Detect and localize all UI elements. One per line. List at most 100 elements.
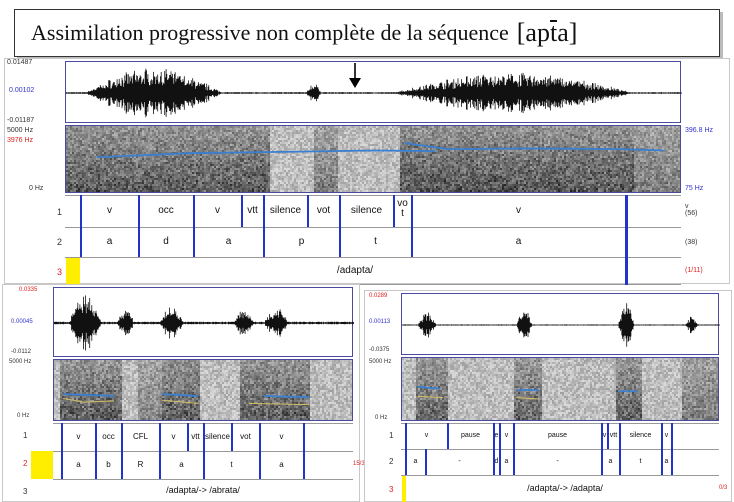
tier-interval-label[interactable]: pause: [514, 423, 601, 449]
tier-boundary[interactable]: [61, 451, 63, 479]
tier-interval-label[interactable]: -: [514, 449, 601, 475]
praat-left-editor[interactable]: 0.0335 0.00045 -0.0112 5000 Hz 0 Hz 1 2 …: [2, 284, 365, 502]
tier-interval-label[interactable]: a: [500, 449, 513, 475]
tier-boundary[interactable]: [231, 423, 233, 451]
tier-boundary[interactable]: [303, 423, 305, 451]
left-tier-3-label[interactable]: /adapta/-> /abrata/: [123, 485, 283, 495]
main-tier-1[interactable]: [65, 195, 681, 227]
tier-boundary[interactable]: [187, 423, 189, 451]
tier-boundary[interactable]: [493, 423, 495, 449]
tier-interval-label[interactable]: silence: [340, 195, 393, 227]
tier-boundary[interactable]: [303, 451, 305, 479]
tier-interval-label[interactable]: CFL: [122, 423, 159, 451]
tier-boundary[interactable]: [671, 423, 673, 449]
tier-boundary[interactable]: [425, 449, 427, 475]
tier-interval-label[interactable]: p: [264, 227, 339, 257]
main-spectrogram-panel[interactable]: [65, 125, 681, 193]
main-tier-3[interactable]: [65, 257, 681, 285]
main-tier-3-boundary[interactable]: [625, 195, 628, 285]
tier-interval-label[interactable]: pause: [448, 423, 493, 449]
tier-interval-label[interactable]: a: [602, 449, 619, 475]
tier-boundary[interactable]: [263, 227, 265, 257]
tier-boundary[interactable]: [121, 451, 123, 479]
tier-boundary[interactable]: [259, 451, 261, 479]
tier-boundary[interactable]: [80, 195, 82, 227]
tier-boundary[interactable]: [61, 423, 63, 451]
tier-boundary[interactable]: [138, 227, 140, 257]
tier-boundary[interactable]: [259, 423, 261, 451]
tier-interval-label[interactable]: silence: [264, 195, 307, 227]
tier-interval-label[interactable]: -: [426, 449, 493, 475]
tier-boundary[interactable]: [393, 195, 395, 227]
tier-interval-label[interactable]: t: [620, 449, 661, 475]
tier-boundary[interactable]: [80, 227, 82, 257]
tier-boundary[interactable]: [193, 227, 195, 257]
tier-interval-label[interactable]: vtt: [242, 195, 263, 227]
tier-interval-label[interactable]: silence: [204, 423, 231, 451]
tier-interval-label[interactable]: v: [500, 423, 513, 449]
tier-boundary[interactable]: [263, 195, 265, 227]
tier-interval-label[interactable]: v: [62, 423, 95, 451]
left-spectrogram-panel[interactable]: [53, 359, 353, 421]
tier-boundary[interactable]: [203, 451, 205, 479]
right-tier-1[interactable]: [401, 423, 719, 449]
tier-boundary[interactable]: [307, 195, 309, 227]
tier-boundary[interactable]: [159, 451, 161, 479]
tier-interval-label[interactable]: b: [96, 451, 121, 479]
tier-boundary[interactable]: [661, 449, 663, 475]
tier-boundary[interactable]: [619, 423, 621, 449]
tier-boundary[interactable]: [95, 423, 97, 451]
left-waveform-panel[interactable]: [53, 287, 354, 357]
tier-boundary[interactable]: [513, 423, 515, 449]
tier-boundary[interactable]: [95, 451, 97, 479]
tier-interval-label[interactable]: vtt: [188, 423, 203, 451]
tier-boundary[interactable]: [411, 227, 413, 257]
tier-interval-label[interactable]: a: [412, 227, 625, 257]
tier-interval-label[interactable]: R: [122, 451, 159, 479]
tier-interval-label[interactable]: occ: [139, 195, 193, 227]
tier-interval-label[interactable]: vot: [308, 195, 339, 227]
tier-boundary[interactable]: [671, 449, 673, 475]
tier-interval-label[interactable]: v: [602, 423, 607, 449]
right-waveform-panel[interactable]: [401, 293, 721, 355]
tier-interval-label[interactable]: v: [160, 423, 187, 451]
tier-interval-label[interactable]: a: [406, 449, 425, 475]
tier-interval-label[interactable]: a: [160, 451, 203, 479]
tier-boundary[interactable]: [499, 423, 501, 449]
praat-main-editor[interactable]: 0.01487 0.00102 -0.01187 5000 Hz 3976 Hz…: [4, 58, 730, 285]
main-tier-2[interactable]: [65, 227, 681, 257]
tier-boundary[interactable]: [121, 423, 123, 451]
tier-boundary[interactable]: [138, 195, 140, 227]
tier-interval-label[interactable]: v: [81, 195, 138, 227]
tier-boundary[interactable]: [493, 449, 495, 475]
tier-boundary[interactable]: [159, 423, 161, 451]
tier-boundary[interactable]: [339, 195, 341, 227]
tier-boundary[interactable]: [339, 227, 341, 257]
right-tier-2[interactable]: [401, 449, 719, 475]
tier-boundary[interactable]: [513, 449, 515, 475]
tier-boundary[interactable]: [447, 423, 449, 449]
tier-boundary[interactable]: [405, 449, 407, 475]
tier-boundary[interactable]: [601, 423, 603, 449]
tier-interval-label[interactable]: a: [194, 227, 263, 257]
tier-interval-label[interactable]: d: [494, 449, 499, 475]
tier-interval-label[interactable]: vtt: [608, 423, 619, 449]
right-tier-3[interactable]: [401, 475, 719, 502]
tier-boundary[interactable]: [607, 423, 609, 449]
tier-boundary[interactable]: [601, 449, 603, 475]
tier-interval-label[interactable]: t: [204, 451, 259, 479]
tier-interval-label[interactable]: a: [81, 227, 138, 257]
tier-boundary[interactable]: [661, 423, 663, 449]
right-spectrogram-panel[interactable]: [401, 357, 719, 421]
tier-interval-label[interactable]: silence: [620, 423, 661, 449]
right-tier-3-label[interactable]: /adapta/-> /adapta/: [485, 483, 645, 493]
tier-interval-label[interactable]: t: [340, 227, 411, 257]
tier-boundary[interactable]: [411, 195, 413, 227]
tier-interval-label[interactable]: vo t: [394, 195, 411, 227]
tier-interval-label[interactable]: a: [662, 449, 671, 475]
tier-boundary[interactable]: [499, 449, 501, 475]
tier-interval-label[interactable]: v: [260, 423, 303, 451]
tier-interval-label[interactable]: a: [260, 451, 303, 479]
main-tier-3-label[interactable]: /adapta/: [295, 265, 415, 276]
main-waveform-panel[interactable]: [65, 61, 682, 123]
